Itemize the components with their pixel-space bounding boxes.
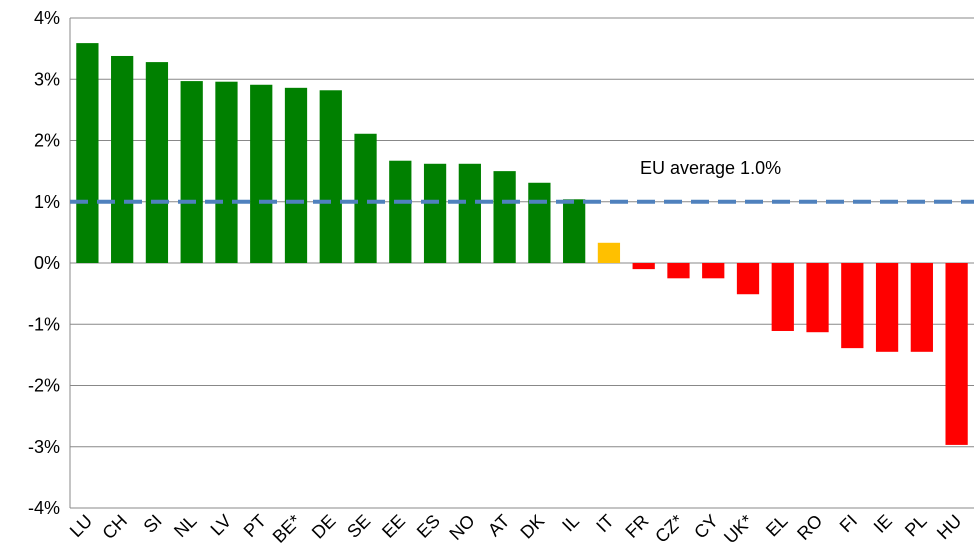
bar	[597, 242, 621, 263]
x-tick-label: IL	[558, 511, 583, 536]
x-tick-label: LU	[66, 511, 96, 541]
x-tick-label: UK*	[720, 511, 757, 548]
bar	[667, 263, 690, 279]
bar	[493, 171, 516, 263]
x-tick-label: NL	[170, 511, 200, 541]
bar	[945, 263, 968, 445]
x-tick-label: BE*	[269, 511, 305, 547]
bar	[145, 62, 169, 263]
bar	[875, 263, 899, 352]
bar	[180, 81, 203, 264]
x-tick-label: PT	[240, 511, 270, 541]
bar	[284, 87, 308, 263]
x-tick-label: SE	[343, 511, 374, 542]
y-tick-label: -3%	[28, 437, 60, 457]
x-tick-label: FR	[621, 511, 652, 542]
bar	[841, 263, 864, 349]
bar	[563, 199, 586, 263]
x-tick-label: EE	[378, 511, 409, 542]
bar	[528, 182, 551, 263]
y-tick-label: 3%	[34, 69, 60, 89]
bar	[806, 263, 829, 333]
y-tick-label: 2%	[34, 131, 60, 151]
x-tick-label: NO	[445, 511, 478, 544]
x-tick-label: RO	[793, 511, 826, 544]
bar	[250, 84, 273, 263]
x-tick-label: CH	[98, 511, 131, 544]
bar	[215, 81, 238, 263]
bar	[771, 263, 794, 331]
y-tick-label: -4%	[28, 498, 60, 518]
bar	[632, 263, 655, 270]
y-tick-label: -2%	[28, 376, 60, 396]
x-tick-label: EL	[762, 511, 792, 541]
y-tick-label: 1%	[34, 192, 60, 212]
x-tick-label: DK	[516, 511, 548, 543]
x-tick-label: AT	[484, 511, 513, 540]
bar	[76, 43, 99, 263]
bar	[111, 55, 134, 263]
x-tick-label: PL	[901, 511, 931, 541]
x-tick-label: ES	[413, 511, 444, 542]
y-tick-label: 4%	[34, 8, 60, 28]
average-label: EU average 1.0%	[640, 158, 781, 178]
bar	[354, 133, 377, 263]
bar	[423, 163, 447, 263]
x-tick-label: DE	[308, 511, 340, 543]
bar	[702, 263, 725, 279]
bar	[389, 160, 412, 263]
y-tick-label: -1%	[28, 314, 60, 334]
x-tick-label: IT	[592, 511, 617, 536]
bar	[319, 90, 342, 264]
bar	[458, 163, 481, 263]
x-tick-label: LV	[207, 511, 236, 540]
x-tick-label: CY	[690, 511, 722, 543]
x-tick-label: SI	[140, 511, 166, 537]
x-tick-label: FI	[836, 511, 861, 536]
bar	[910, 263, 933, 352]
bar	[736, 263, 760, 295]
x-tick-label: CZ*	[651, 511, 687, 547]
y-tick-label: 0%	[34, 253, 60, 273]
x-tick-label: IE	[870, 511, 896, 537]
x-tick-label: HU	[933, 511, 966, 544]
